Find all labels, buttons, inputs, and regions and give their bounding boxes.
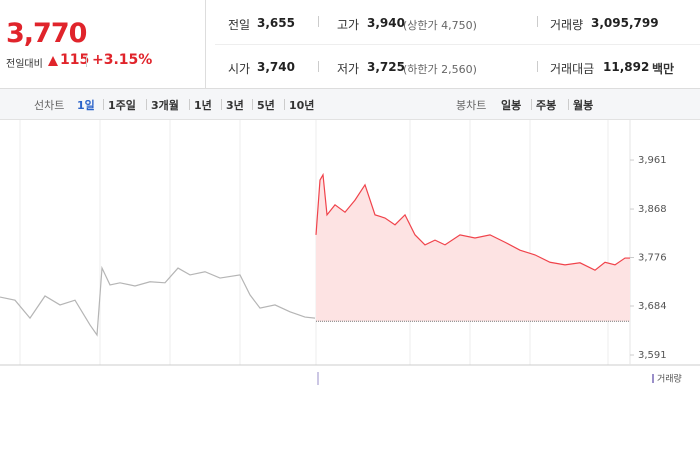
price-line [315, 172, 630, 271]
y-tick-label: 3,776 [638, 253, 667, 264]
price: 3,770 [6, 18, 87, 49]
tab[interactable]: 일봉 [501, 99, 522, 112]
stat-unit: 백만 [652, 62, 675, 76]
divider [205, 0, 206, 88]
tab[interactable]: 1일 [77, 99, 95, 112]
tab-bar [0, 89, 700, 120]
area-fill [316, 174, 630, 322]
separator [284, 99, 285, 110]
tab[interactable]: 10년 [289, 99, 315, 112]
stat-label: 저가 [337, 62, 360, 76]
y-tick-label: 3,961 [638, 155, 667, 166]
tab[interactable]: 3년 [226, 99, 244, 112]
stat-value: 3,940 [367, 16, 405, 30]
stat-label: 거래량 [550, 18, 584, 32]
stat-value: 3,740 [257, 60, 295, 74]
stat-value: 3,725 [367, 60, 405, 74]
separator [221, 99, 222, 110]
tab[interactable]: 1년 [194, 99, 212, 112]
stat-value: 3,655 [257, 16, 295, 30]
tab[interactable]: 1주일 [108, 99, 136, 112]
stat-value: 11,892 [603, 60, 650, 74]
y-tick-label: 3,868 [638, 204, 667, 215]
tab-label: 봉차트 [456, 99, 487, 112]
separator [189, 99, 190, 110]
chart: 거래량 3,591 3,684 3,776 3,868 3,961 [0, 120, 700, 385]
header [0, 0, 700, 89]
stat-label: 고가 [337, 18, 360, 32]
stat-value: 3,095,799 [591, 16, 659, 30]
tab[interactable]: 5년 [257, 99, 275, 112]
up-icon [48, 56, 58, 66]
change: 115 [60, 52, 90, 68]
tab-label: 선차트 [34, 99, 65, 112]
tab[interactable]: 주봉 [536, 99, 557, 112]
separator [252, 99, 253, 110]
grid [19, 120, 609, 365]
separator [531, 99, 532, 110]
separator [146, 99, 147, 110]
change-label: 전일대비 [6, 59, 43, 70]
row-divider [215, 44, 700, 45]
separator [568, 99, 569, 110]
separator [103, 99, 104, 110]
tab[interactable]: 3개월 [151, 99, 179, 112]
y-tick-label: 3,684 [638, 301, 667, 312]
legend-swatch [652, 374, 654, 383]
change-pct: +3.15% [92, 52, 153, 68]
tab[interactable]: 월봉 [573, 99, 594, 112]
stat-extra: (하한가 2,560) [403, 63, 477, 76]
stat-extra: (상한가 4,750) [403, 19, 477, 32]
stat-label: 시가 [228, 62, 251, 76]
stat-label: 전일 [228, 18, 251, 32]
price-line [0, 265, 316, 337]
stat-label: 거래대금 [550, 62, 595, 76]
legend-label: 거래량 [657, 373, 682, 385]
y-tick-label: 3,591 [638, 350, 667, 361]
